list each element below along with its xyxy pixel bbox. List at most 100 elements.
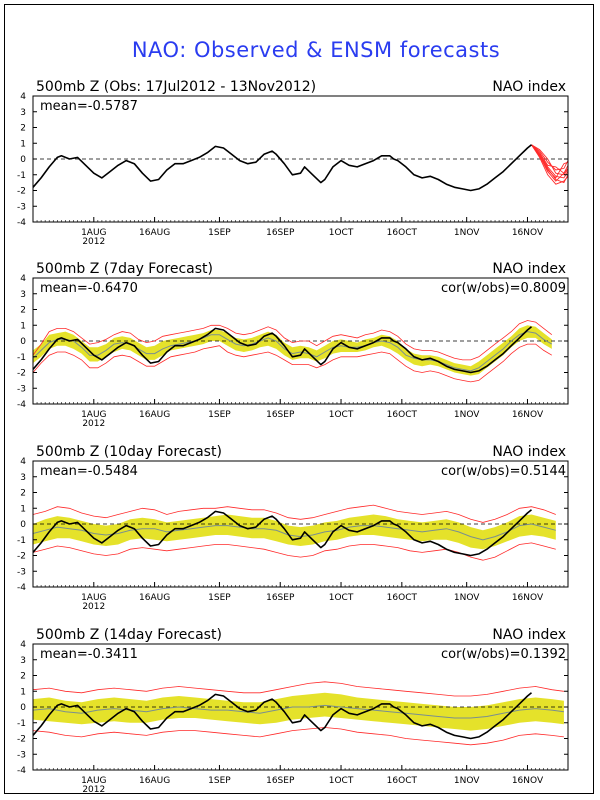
panel-1: 500mb Z (Obs: 17Jul2012 - 13Nov2012) NAO … — [17, 79, 569, 247]
panel-title: 500mb Z (10day Forecast) — [36, 444, 222, 460]
x-tick-label: 16OCT — [387, 776, 418, 786]
panel-2: 500mb Z (7day Forecast) NAO index mean=-0.… — [17, 261, 569, 429]
figure-frame — [4, 4, 594, 794]
x-tick-year-label: 2012 — [82, 419, 105, 429]
y-tick-label: -1 — [17, 171, 26, 181]
ensemble-member-line — [531, 144, 569, 185]
observed-line — [32, 144, 532, 192]
y-tick-label: -3 — [17, 567, 26, 577]
ensemble-mean-line — [32, 523, 556, 541]
y-tick-label: 1 — [20, 687, 26, 697]
y-tick-label: -1 — [17, 719, 26, 729]
y-tick-label: 0 — [20, 520, 26, 530]
x-tick-label: 16AUG — [139, 776, 170, 786]
x-tick-year-label: 2012 — [82, 237, 105, 247]
ensemble-member-line — [531, 144, 569, 176]
observed-line — [32, 326, 532, 374]
x-tick-label: 1SEP — [208, 410, 231, 420]
panel-title: 500mb Z (Obs: 17Jul2012 - 13Nov2012) — [36, 79, 316, 95]
x-tick-label: 1SEP — [208, 593, 231, 603]
x-tick-label: 1NOV — [454, 776, 480, 786]
mean-label: mean=-0.5484 — [40, 464, 138, 479]
y-tick-label: 3 — [20, 290, 26, 300]
y-tick-label: -1 — [17, 536, 26, 546]
x-tick-label: 16AUG — [139, 228, 170, 238]
x-tick-label: 16NOV — [512, 410, 544, 420]
y-tick-label: 3 — [20, 473, 26, 483]
x-tick-label: 16OCT — [387, 410, 418, 420]
y-tick-label: -3 — [17, 202, 26, 212]
y-tick-label: -4 — [17, 400, 26, 410]
y-tick-label: -2 — [17, 735, 26, 745]
panel-3: 500mb Z (10day Forecast) NAO index mean=-0… — [17, 444, 569, 612]
mean-label: mean=-0.6470 — [40, 281, 138, 296]
y-tick-label: 3 — [20, 656, 26, 666]
lower-bound-line — [32, 542, 556, 561]
x-tick-label: 16NOV — [512, 776, 544, 786]
upper-bound-line — [32, 320, 553, 361]
x-tick-label: 1OCT — [329, 228, 354, 238]
page-title: NAO: Observed & ENSM forecasts — [131, 38, 501, 62]
correlation-label: cor(w/obs)=0.8009 — [441, 281, 566, 296]
panel-index-label: NAO index — [492, 444, 566, 460]
panel-index-label: NAO index — [492, 261, 566, 277]
y-tick-label: -3 — [17, 750, 26, 760]
x-tick-label: 16SEP — [266, 593, 295, 603]
y-tick-label: -4 — [17, 218, 26, 228]
y-tick-label: -4 — [17, 766, 26, 776]
x-tick-label: 1AUG — [81, 776, 106, 786]
y-tick-label: 3 — [20, 108, 26, 118]
ensemble-mean-line — [32, 704, 564, 719]
x-tick-label: 1AUG — [81, 593, 106, 603]
observed-line — [32, 509, 532, 557]
x-tick-label: 1NOV — [454, 228, 480, 238]
y-tick-label: 0 — [20, 337, 26, 347]
y-tick-label: 4 — [20, 457, 26, 467]
panel-title: 500mb Z (7day Forecast) — [36, 261, 213, 277]
y-tick-label: 2 — [20, 489, 26, 499]
x-tick-label: 1SEP — [208, 228, 231, 238]
x-tick-label: 16NOV — [512, 228, 544, 238]
y-tick-label: 2 — [20, 672, 26, 682]
y-tick-label: -2 — [17, 187, 26, 197]
x-tick-label: 1AUG — [81, 410, 106, 420]
y-tick-label: -3 — [17, 384, 26, 394]
observed-line — [32, 692, 532, 740]
x-tick-label: 1OCT — [329, 593, 354, 603]
y-tick-label: -2 — [17, 369, 26, 379]
panel-4: 500mb Z (14day Forecast) NAO index mean=-0… — [17, 627, 569, 795]
spread-band — [33, 325, 552, 376]
x-tick-label: 16AUG — [139, 410, 170, 420]
spread-band — [33, 514, 556, 550]
x-tick-label: 1NOV — [454, 410, 480, 420]
correlation-label: cor(w/obs)=0.5144 — [441, 464, 566, 479]
upper-bound-line — [32, 504, 556, 523]
upper-bound-line — [32, 681, 564, 697]
lower-bound-line — [32, 343, 553, 383]
ensemble-member-line — [531, 144, 569, 184]
y-tick-label: 1 — [20, 139, 26, 149]
y-tick-label: -2 — [17, 552, 26, 562]
panel-index-label: NAO index — [492, 627, 566, 643]
x-tick-label: 16SEP — [266, 776, 295, 786]
x-tick-label: 16AUG — [139, 593, 170, 603]
lower-bound-line — [32, 727, 564, 746]
x-tick-label: 16SEP — [266, 410, 295, 420]
mean-label: mean=-0.5787 — [40, 99, 138, 114]
ensemble-mean-line — [32, 331, 553, 372]
y-tick-label: 4 — [20, 640, 26, 650]
mean-label: mean=-0.3411 — [40, 647, 138, 662]
panel-index-label: NAO index — [492, 79, 566, 95]
y-tick-label: 4 — [20, 274, 26, 284]
x-tick-year-label: 2012 — [82, 785, 105, 795]
panel-title: 500mb Z (14day Forecast) — [36, 627, 222, 643]
x-tick-year-label: 2012 — [82, 602, 105, 612]
y-tick-label: 2 — [20, 306, 26, 316]
x-tick-label: 16OCT — [387, 593, 418, 603]
x-tick-label: 1AUG — [81, 228, 106, 238]
y-tick-label: -1 — [17, 353, 26, 363]
x-tick-label: 16OCT — [387, 228, 418, 238]
x-tick-label: 16NOV — [512, 593, 544, 603]
y-tick-label: 1 — [20, 504, 26, 514]
